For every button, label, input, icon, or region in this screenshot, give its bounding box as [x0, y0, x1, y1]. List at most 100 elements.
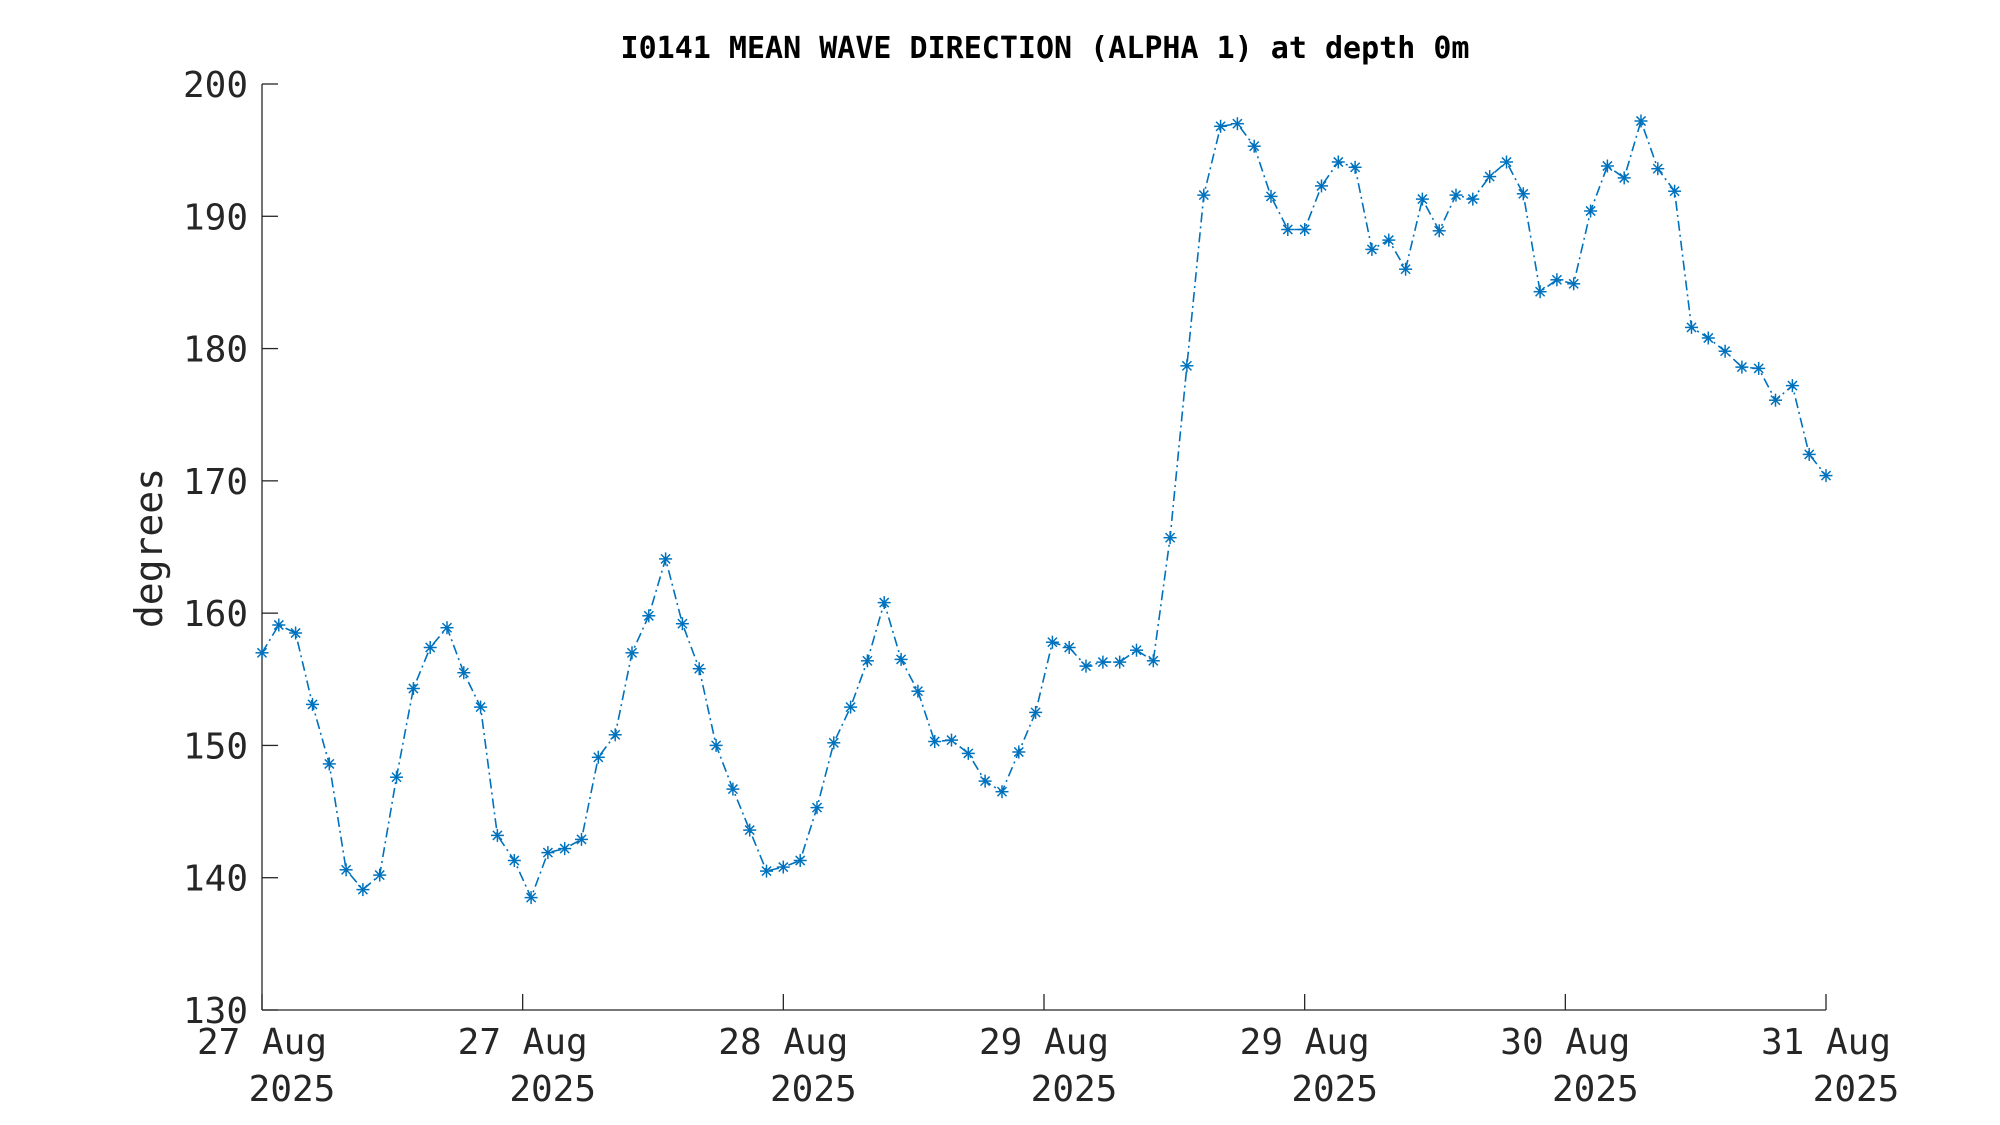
data-point-marker — [1432, 224, 1446, 238]
data-point-marker — [1500, 155, 1513, 169]
x-tick-label-date: 27 Aug — [197, 1022, 327, 1063]
data-point-marker — [709, 738, 723, 752]
x-tick-label-year: 2025 — [1552, 1069, 1639, 1110]
x-tick-label-date: 27 Aug — [458, 1022, 588, 1063]
data-point-marker — [457, 666, 471, 680]
data-point-marker — [1298, 223, 1312, 236]
data-point-marker — [692, 662, 706, 676]
data-point-marker — [1483, 170, 1497, 184]
data-point-marker — [1096, 655, 1110, 669]
data-point-marker — [1247, 139, 1261, 153]
data-point-marker — [1567, 277, 1581, 291]
data-point-marker — [793, 854, 807, 867]
data-point-marker — [1113, 655, 1127, 669]
data-point-marker — [1449, 188, 1463, 202]
data-point-marker — [1163, 531, 1177, 545]
data-point-marker — [1584, 204, 1598, 218]
data-point-marker — [1718, 344, 1732, 358]
data-point-marker — [1668, 184, 1682, 198]
data-point-marker — [1382, 233, 1396, 247]
data-point-marker — [1264, 189, 1278, 203]
data-point-marker — [1785, 379, 1799, 393]
data-point-marker — [255, 646, 269, 660]
data-point-marker — [726, 782, 740, 796]
x-tick-label-year: 2025 — [1813, 1069, 1900, 1110]
data-point-marker — [440, 621, 454, 635]
chart-title: I0141 MEAN WAVE DIRECTION (ALPHA 1) at d… — [621, 31, 1470, 66]
data-point-marker — [1130, 643, 1143, 657]
y-tick-label: 150 — [183, 726, 248, 767]
data-point-marker — [1045, 635, 1059, 649]
data-point-marker — [675, 617, 689, 631]
data-point-marker — [356, 883, 370, 897]
data-point-marker — [1146, 654, 1160, 668]
y-tick-label: 180 — [183, 330, 248, 371]
data-point-marker — [1365, 242, 1379, 256]
data-point-marker — [1752, 361, 1766, 375]
data-point-marker — [1819, 469, 1833, 483]
data-point-marker — [642, 609, 656, 623]
data-point-marker — [1331, 155, 1345, 169]
x-tick-label-year: 2025 — [1291, 1069, 1378, 1110]
data-point-marker — [1701, 331, 1715, 345]
data-point-marker — [1012, 745, 1026, 759]
x-tick-label-date: 28 Aug — [718, 1022, 848, 1063]
data-point-marker — [339, 863, 353, 877]
y-tick-label: 160 — [183, 594, 248, 635]
data-point-marker — [1348, 160, 1362, 174]
data-point-marker — [1062, 641, 1076, 654]
x-tick-label-year: 2025 — [1031, 1069, 1118, 1110]
data-point-marker — [1600, 159, 1614, 173]
series-line — [261, 118, 1827, 900]
data-point-marker — [608, 728, 622, 742]
data-point-marker — [1550, 273, 1564, 287]
data-point-marker — [827, 736, 841, 750]
data-point-marker — [911, 684, 925, 698]
data-point-marker — [390, 770, 403, 784]
data-point-marker — [1516, 187, 1530, 201]
data-point-marker — [322, 757, 336, 771]
x-tick-label-year: 2025 — [770, 1069, 857, 1110]
data-point-marker — [860, 654, 874, 668]
data-point-marker — [961, 746, 975, 760]
data-point-marker — [1769, 393, 1782, 407]
data-point-marker — [1735, 360, 1749, 374]
data-point-marker — [524, 891, 538, 905]
data-point-marker — [1079, 659, 1093, 673]
data-point-marker — [894, 652, 908, 666]
data-point-marker — [1315, 179, 1328, 193]
data-point-marker — [1802, 447, 1816, 461]
x-tick-label-date: 30 Aug — [1500, 1022, 1630, 1063]
data-point-marker — [591, 750, 605, 764]
y-tick-label: 140 — [183, 859, 248, 900]
data-point-marker — [1230, 117, 1244, 131]
data-point-marker — [978, 774, 992, 788]
data-point-marker — [844, 700, 858, 714]
y-tick-label: 130 — [183, 991, 248, 1032]
data-point-marker — [306, 697, 319, 711]
data-point-marker — [810, 801, 824, 815]
data-point-marker — [490, 828, 504, 842]
data-point-marker — [1685, 320, 1698, 334]
data-point-marker — [625, 646, 639, 660]
data-point-marker — [1634, 114, 1648, 128]
data-point-marker — [760, 864, 773, 878]
data-point-marker — [423, 641, 437, 654]
data-point-marker — [1466, 192, 1480, 206]
data-point-marker — [558, 842, 572, 856]
data-point-marker — [1415, 192, 1429, 206]
data-point-marker — [406, 682, 420, 695]
data-point-marker — [1617, 171, 1631, 185]
y-tick-label: 170 — [183, 462, 248, 503]
data-point-marker — [1651, 162, 1665, 176]
data-point-marker — [507, 854, 521, 867]
x-tick-label-date: 29 Aug — [979, 1022, 1109, 1063]
x-tick-label-date: 29 Aug — [1240, 1022, 1370, 1063]
data-point-marker — [743, 823, 757, 837]
data-point-marker — [1180, 359, 1194, 373]
data-point-marker — [776, 860, 790, 874]
data-point-marker — [1029, 705, 1043, 719]
data-point-marker — [541, 846, 555, 860]
data-point-marker — [373, 868, 387, 882]
